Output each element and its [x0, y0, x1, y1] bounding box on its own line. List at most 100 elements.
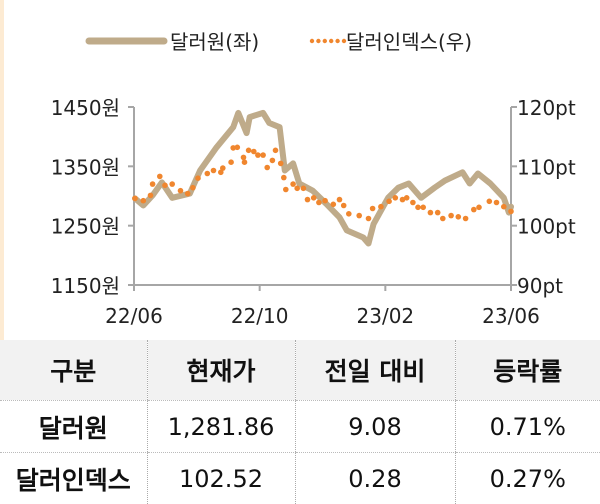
x-tick-label: 23/02 — [357, 304, 415, 328]
left-tick-label: 1250원 — [51, 215, 120, 239]
dollar-index-point — [195, 175, 201, 181]
dollar-index-point — [169, 181, 175, 187]
dollar-index-point — [440, 215, 446, 222]
header-change: 전일 대비 — [294, 340, 455, 401]
dollar-index-point — [410, 199, 416, 206]
left-tick-label: 1350원 — [51, 155, 120, 179]
dollar-index-point — [508, 208, 514, 215]
dollar-index-point — [378, 203, 384, 210]
dollar-index-point — [462, 215, 469, 222]
row-change-rate: 0.71% — [454, 400, 600, 453]
dollar-index-point — [272, 147, 279, 154]
legend-dot — [322, 38, 327, 44]
header-category: 구분 — [0, 340, 147, 401]
dollar-index-point — [264, 164, 271, 171]
x-tick-label: 22/06 — [105, 304, 163, 328]
dollar-index-point — [415, 204, 421, 211]
row-change-rate: 0.27% — [454, 452, 600, 504]
dollar-index-point — [493, 199, 500, 206]
dollar-index-point — [386, 198, 392, 205]
dollar-index-point — [220, 165, 226, 171]
dollar-index-point — [218, 169, 224, 176]
dollar-index-point — [294, 185, 301, 192]
row-change: 9.08 — [294, 400, 455, 453]
row-current-price: 1,281.86 — [146, 400, 295, 453]
dollar-index-point — [230, 145, 236, 151]
legend-label-dollar-index: 달러인덱스(우) — [346, 30, 472, 54]
dollar-index-point — [140, 197, 147, 204]
legend-dot — [329, 38, 334, 44]
table-row: 달러인덱스 102.52 0.28 0.27% — [0, 452, 600, 504]
dollar-index-point — [365, 215, 372, 222]
dollar-index-point — [147, 192, 154, 199]
dollar-index-point — [149, 181, 156, 187]
row-name: 달러인덱스 — [0, 452, 147, 504]
legend-dot — [335, 38, 340, 44]
dollar-index-point — [269, 157, 276, 164]
dollar-index-point — [356, 212, 363, 219]
legend: 달러원(좌) 달러인덱스(우) — [85, 30, 472, 54]
right-tick-label: 90pt — [517, 274, 563, 298]
dollar-index-point — [210, 167, 217, 174]
legend-dot — [316, 38, 321, 44]
dollar-index-point — [420, 204, 427, 211]
header-change-rate: 등락률 — [454, 340, 600, 401]
dollar-index-point — [392, 195, 399, 201]
legend-dot — [309, 38, 315, 44]
dollar-index-point — [300, 185, 307, 192]
fx-table: 구분 현재가 전일 대비 등락률 달러원 1,281.86 9.08 0.71%… — [0, 340, 600, 504]
dollar-index-point — [304, 196, 311, 203]
dual-axis-line-chart: 달러원(좌) 달러인덱스(우) 1450원 120pt 1350원 110pt 1250… — [51, 30, 576, 328]
dollar-index-point — [330, 201, 337, 208]
dollar-index-point — [157, 173, 163, 180]
dollar-index-point — [310, 195, 317, 201]
dollar-index-point — [448, 212, 454, 219]
dollar-index-point — [486, 198, 493, 205]
dollar-index-point — [316, 199, 322, 206]
right-tick-label: 120pt — [517, 96, 576, 120]
dollar-index-point — [346, 211, 352, 217]
dollar-index-point — [184, 190, 191, 197]
dollar-index-point — [501, 203, 507, 210]
dollar-index-point — [427, 209, 434, 216]
dollar-index-point — [277, 160, 284, 167]
dollar-index-point — [340, 202, 347, 209]
legend-dot — [341, 38, 347, 44]
dollar-index-point — [322, 197, 328, 204]
dollar-index-point — [251, 148, 257, 155]
table-header-row: 구분 현재가 전일 대비 등락률 — [0, 340, 600, 401]
right-tick-label: 100pt — [517, 215, 576, 239]
dollar-index-point — [369, 205, 376, 212]
left-tick-label: 1150원 — [51, 274, 120, 298]
dollar-index-point — [240, 154, 247, 161]
right-tick-label: 110pt — [517, 155, 576, 179]
dollar-index-point — [204, 170, 211, 177]
row-change: 0.28 — [294, 452, 455, 504]
dollar-index-point — [260, 152, 266, 158]
row-name: 달러원 — [0, 400, 147, 453]
dollar-index-point — [177, 187, 184, 194]
dollar-index-point — [245, 147, 252, 154]
accent-strip — [0, 0, 4, 340]
header-current-price: 현재가 — [146, 340, 295, 401]
dollar-index-point — [399, 196, 406, 203]
dollar-index-point — [281, 174, 287, 181]
dollar-index-point — [234, 144, 241, 151]
dollar-index-point — [132, 195, 138, 202]
left-tick-label: 1450원 — [51, 96, 120, 120]
dollar-index-point — [255, 152, 261, 158]
dollar-index-point — [403, 195, 410, 201]
dollar-index-point — [290, 181, 296, 187]
dollar-index-point — [283, 186, 289, 193]
x-tick-label: 23/06 — [482, 304, 540, 328]
dollar-index-point — [190, 184, 196, 191]
series-line-dollar-won — [132, 109, 514, 247]
x-tick-label: 22/10 — [231, 304, 289, 328]
row-current-price: 102.52 — [146, 452, 295, 504]
dollar-index-point — [476, 204, 482, 211]
dollar-index-point — [162, 182, 168, 189]
dollar-index-point — [228, 159, 234, 165]
dollar-index-point — [455, 214, 462, 220]
dollar-index-point — [471, 206, 477, 213]
